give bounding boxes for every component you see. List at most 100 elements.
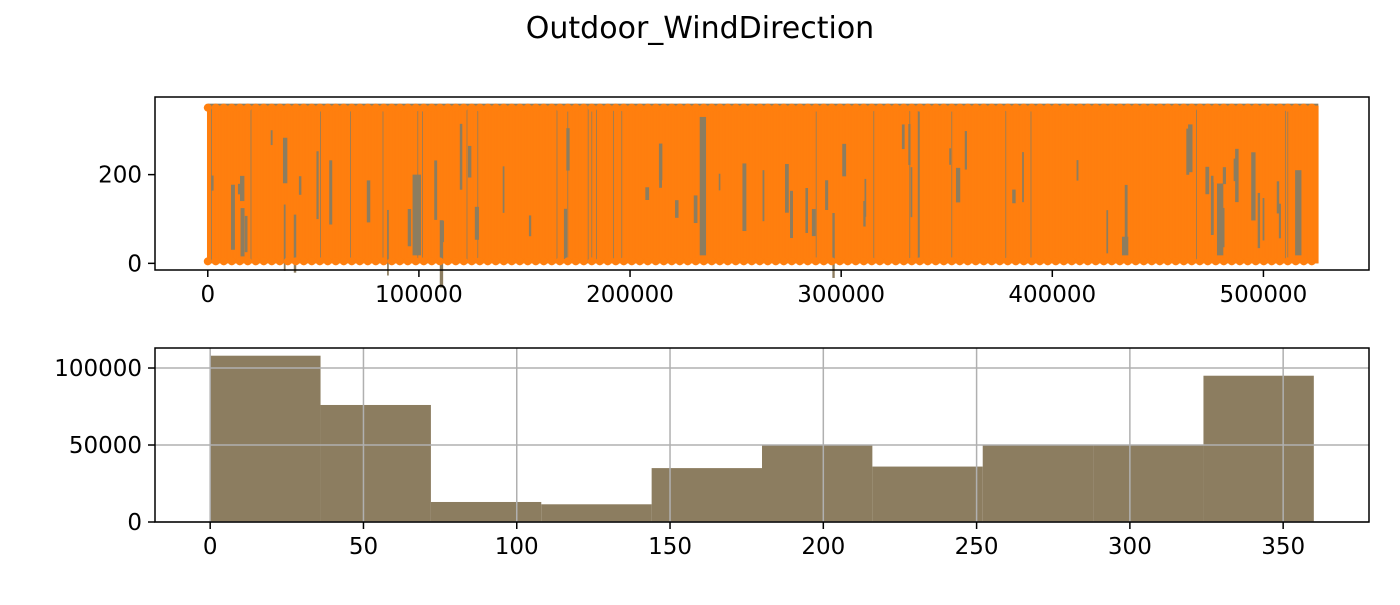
ts-marker bbox=[915, 103, 924, 112]
ts-marker bbox=[523, 257, 532, 266]
ts-marker bbox=[1227, 257, 1236, 266]
ts-marker bbox=[1115, 257, 1124, 266]
ts-marker bbox=[571, 103, 580, 112]
histogram-bar bbox=[1203, 375, 1314, 522]
ts-line-streak bbox=[1188, 124, 1193, 173]
ts-line-streak bbox=[240, 175, 245, 202]
ts-line-streak bbox=[502, 166, 505, 213]
ts-marker bbox=[1011, 257, 1020, 266]
ts-marker bbox=[707, 103, 716, 112]
ts-marker bbox=[1291, 103, 1300, 112]
ts-marker bbox=[923, 257, 932, 266]
ts-marker bbox=[267, 103, 276, 112]
ts-line-streak bbox=[1186, 128, 1190, 175]
ts-marker bbox=[411, 257, 420, 266]
ts-line-streak bbox=[566, 128, 570, 171]
ts-marker bbox=[819, 257, 828, 266]
ts-line-streak bbox=[949, 148, 952, 165]
ts-marker bbox=[531, 103, 540, 112]
ts-line-streak bbox=[1012, 189, 1016, 204]
ts-marker bbox=[931, 257, 940, 266]
figure-title: Outdoor_WindDirection bbox=[526, 11, 874, 46]
ts-marker bbox=[811, 257, 820, 266]
ts-marker bbox=[739, 257, 748, 266]
ts-line-streak bbox=[1124, 184, 1128, 243]
ts-line-streak bbox=[1235, 148, 1239, 203]
ts-marker bbox=[1251, 103, 1260, 112]
ts-marker bbox=[995, 257, 1004, 266]
ts-marker bbox=[1035, 103, 1044, 112]
ts-marker bbox=[715, 103, 724, 112]
ts-marker bbox=[435, 257, 444, 266]
ts-gap bbox=[1121, 236, 1129, 256]
ts-marker bbox=[1123, 103, 1132, 112]
ts-marker bbox=[515, 257, 524, 266]
ts-marker bbox=[971, 257, 980, 266]
ts-marker bbox=[579, 257, 588, 266]
ts-marker bbox=[259, 103, 268, 112]
ts-marker bbox=[947, 257, 956, 266]
ts-line-streak bbox=[842, 143, 847, 177]
ts-x-tick-label: 0 bbox=[200, 282, 215, 308]
ts-marker bbox=[851, 257, 860, 266]
ts-marker bbox=[507, 103, 516, 112]
ts-line-streak bbox=[659, 167, 662, 188]
hist-x-tick-label: 150 bbox=[648, 534, 692, 560]
ts-marker bbox=[1011, 103, 1020, 112]
ts-marker bbox=[571, 257, 580, 266]
ts-marker bbox=[403, 257, 412, 266]
ts-marker bbox=[563, 103, 572, 112]
ts-marker bbox=[243, 103, 252, 112]
ts-marker bbox=[1035, 257, 1044, 266]
ts-marker bbox=[1275, 257, 1284, 266]
ts-marker bbox=[1283, 257, 1292, 266]
ts-line-streak bbox=[910, 167, 913, 218]
ts-marker bbox=[211, 103, 220, 112]
ts-marker bbox=[427, 103, 436, 112]
ts-marker bbox=[691, 103, 700, 112]
ts-gap bbox=[1216, 183, 1224, 256]
ts-marker bbox=[1147, 257, 1156, 266]
ts-marker bbox=[867, 103, 876, 112]
ts-line-streak bbox=[742, 163, 747, 232]
ts-marker bbox=[1003, 257, 1012, 266]
ts-marker bbox=[595, 257, 604, 266]
histogram-bar bbox=[1093, 445, 1204, 522]
ts-marker bbox=[635, 103, 644, 112]
ts-marker bbox=[363, 257, 372, 266]
hist-x-tick-label: 250 bbox=[955, 534, 999, 560]
ts-marker bbox=[827, 103, 836, 112]
ts-marker bbox=[379, 103, 388, 112]
ts-marker bbox=[1139, 257, 1148, 266]
ts-marker bbox=[1043, 257, 1052, 266]
ts-marker bbox=[827, 257, 836, 266]
ts-line-streak bbox=[1210, 175, 1214, 235]
ts-marker bbox=[1043, 103, 1052, 112]
histogram-plot: 0 50 100 150 200 250 300 350 0 50000 100000 bbox=[54, 347, 1370, 560]
ts-marker bbox=[643, 103, 652, 112]
ts-marker bbox=[1299, 257, 1308, 266]
histogram-bar bbox=[762, 445, 873, 522]
ts-marker bbox=[475, 257, 484, 266]
ts-marker bbox=[763, 257, 772, 266]
ts-marker bbox=[723, 103, 732, 112]
ts-marker bbox=[443, 103, 452, 112]
ts-line-streak bbox=[693, 195, 698, 224]
ts-marker bbox=[651, 103, 660, 112]
ts-marker bbox=[1243, 103, 1252, 112]
ts-marker bbox=[747, 257, 756, 266]
histogram-bar bbox=[430, 501, 542, 522]
hist-x-tick-label: 300 bbox=[1108, 534, 1152, 560]
ts-marker bbox=[859, 103, 868, 112]
ts-marker bbox=[875, 257, 884, 266]
ts-marker bbox=[1075, 257, 1084, 266]
ts-line-streak bbox=[805, 188, 809, 233]
ts-marker bbox=[1091, 257, 1100, 266]
ts-marker bbox=[1067, 257, 1076, 266]
ts-marker bbox=[323, 257, 332, 266]
ts-marker bbox=[763, 103, 772, 112]
histogram-bar bbox=[872, 466, 983, 522]
ts-marker bbox=[491, 103, 500, 112]
ts-marker bbox=[523, 103, 532, 112]
ts-marker bbox=[611, 103, 620, 112]
